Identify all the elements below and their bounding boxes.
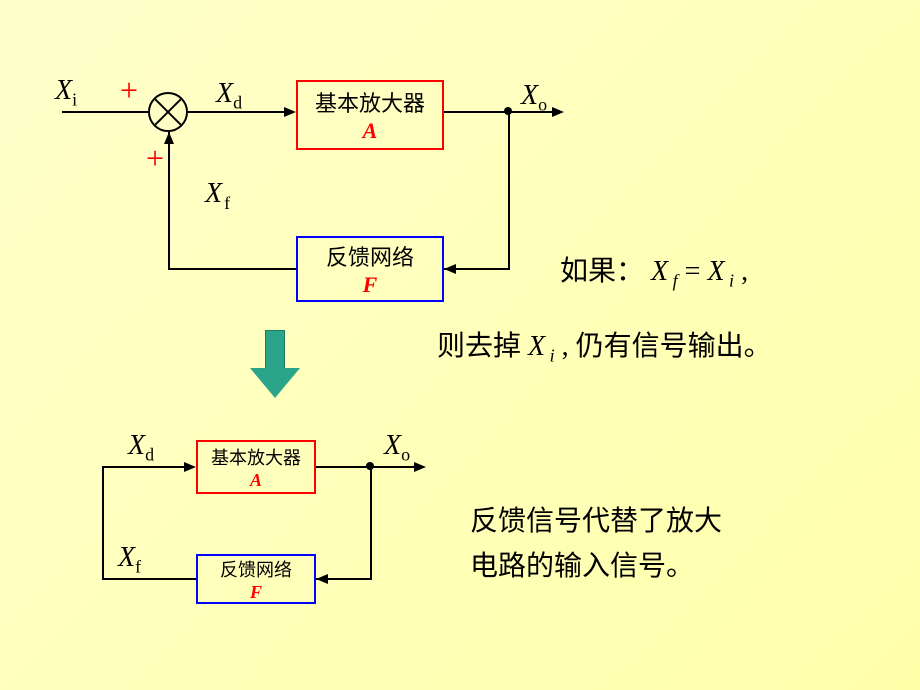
arrow-in-line — [62, 111, 148, 113]
fb-symbol: F — [363, 272, 378, 298]
d2-top-line — [102, 466, 188, 468]
fb2-symbol: F — [250, 582, 262, 603]
text-remove: 则去掉 X i , 仍有信号输出。 — [437, 325, 772, 370]
d2-left-vert — [102, 466, 104, 580]
arrow-up-line — [168, 132, 170, 270]
d2-fb-left-line — [102, 578, 196, 580]
text-conclusion: 反馈信号代替了放大 电路的输入信号。 — [470, 500, 722, 590]
amp2-label: 基本放大器 — [211, 444, 301, 470]
xo2-label: Xo — [384, 430, 410, 466]
feedback-box-2: 反馈网络 F — [196, 554, 316, 604]
amp2-symbol: A — [250, 470, 262, 491]
arrow-out-head — [552, 107, 564, 117]
xd2-label: Xd — [128, 430, 154, 466]
d2-top-head — [184, 462, 196, 472]
amp-label: 基本放大器 — [315, 86, 425, 118]
amplifier-box: 基本放大器 A — [296, 80, 444, 150]
plus-bottom: + — [146, 140, 164, 177]
amp-symbol: A — [363, 118, 378, 144]
arrow-to-fb-head — [444, 264, 456, 274]
feedback-box: 反馈网络 F — [296, 236, 444, 302]
d2-right-vert — [370, 466, 372, 580]
xd-label: Xd — [216, 78, 242, 114]
transition-arrow — [250, 330, 300, 400]
amplifier-box-2: 基本放大器 A — [196, 440, 316, 494]
arrow-down-line — [508, 111, 510, 269]
xf2-label: Xf — [118, 542, 141, 578]
xo-label: Xo — [521, 80, 547, 116]
arrow-fb-left-line — [168, 268, 296, 270]
arrow-sum-amp-head — [284, 107, 296, 117]
arrow-up-head — [164, 132, 174, 144]
d2-out-head — [414, 462, 426, 472]
d2-to-fb-head — [316, 574, 328, 584]
fb2-label: 反馈网络 — [220, 556, 292, 582]
summing-junction — [148, 92, 188, 132]
xi-label: Xi — [55, 75, 77, 111]
fb-label: 反馈网络 — [326, 240, 414, 272]
plus-top: + — [120, 72, 138, 109]
xf-label: Xf — [205, 178, 230, 214]
text-condition: 如果： X f = X i , — [560, 250, 748, 295]
